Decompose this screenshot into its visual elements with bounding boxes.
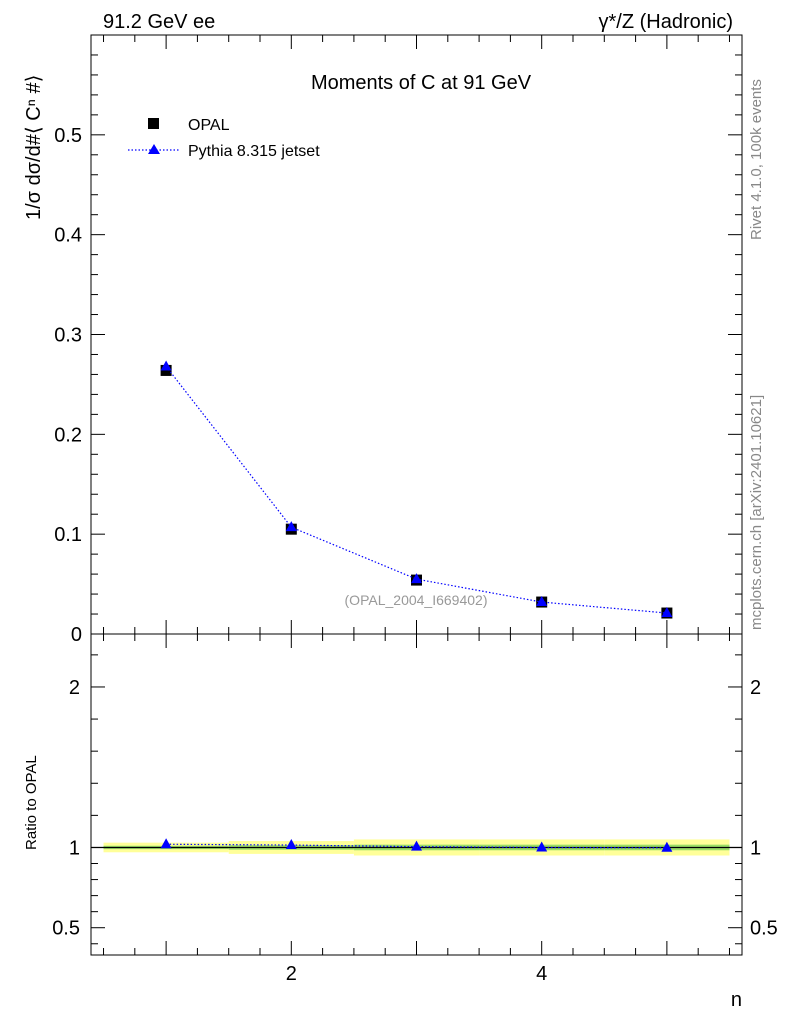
analysis-watermark: (OPAL_2004_I669402) [345, 592, 488, 608]
main-y-tick-label: 0.3 [54, 325, 82, 347]
ratio-data [160, 838, 673, 852]
main-y-tick-label-zero: 0 [71, 624, 82, 646]
ratio-pythia-point [285, 839, 297, 850]
ratio-pythia-point [661, 841, 673, 852]
legend-pythia-label: Pythia 8.315 jetset [188, 143, 320, 160]
legend: OPAL Pythia 8.315 jetset [128, 117, 320, 160]
x-tick-label: 4 [536, 963, 547, 985]
main-y-axis-label: 1/σ dσ/d#⟨ Cⁿ #⟩ [23, 75, 45, 220]
ratio-y-tick-label-left: 2 [69, 677, 80, 699]
ratio-y-tick-label-right: 1 [750, 837, 761, 859]
ratio-frame [90, 633, 743, 956]
main-data [160, 360, 673, 619]
main-y-tick-label: 0.1 [54, 524, 82, 546]
ratio-pythia-point [160, 838, 172, 849]
pythia-line [165, 366, 667, 614]
legend-opal-marker [148, 118, 159, 129]
main-y-tick-label: 0.5 [54, 125, 82, 147]
process-label: γ*/Z (Hadronic) [599, 11, 733, 33]
ratio-y-tick-label-right: 0.5 [750, 918, 778, 940]
ratio-y-tick-label-left: 0.5 [52, 918, 80, 940]
mcplots-label: mcplots.cern.ch [arXiv:2401.10621] [748, 395, 765, 630]
pythia-point [160, 360, 172, 371]
ratio-pythia-line [166, 843, 667, 849]
ratio-ticks [90, 633, 743, 956]
legend-pythia-marker [148, 144, 160, 154]
main-y-tick-labels: 0.1 0.2 0.3 0.4 0.5 0 [54, 125, 82, 646]
ratio-y-tick-labels: 0.5 0.5 1 1 2 2 [52, 677, 778, 940]
pythia-point [536, 596, 548, 607]
x-tick-label: 2 [286, 963, 297, 985]
pythia-point [661, 607, 673, 618]
pythia-point [411, 573, 422, 584]
main-y-tick-label: 0.2 [54, 424, 82, 446]
pythia-point [285, 521, 297, 532]
ratio-pythia-point [536, 841, 548, 852]
rivet-version-label: Rivet 4.1.0, 100k events [748, 79, 765, 240]
main-y-tick-label: 0.4 [54, 225, 82, 247]
chart-title: Moments of C at 91 GeV [311, 72, 532, 94]
ratio-y-tick-label-right: 2 [750, 677, 761, 699]
x-axis-label: n [731, 989, 742, 1011]
energy-label: 91.2 GeV ee [103, 11, 215, 33]
legend-opal-label: OPAL [188, 117, 230, 134]
ratio-y-tick-label-left: 1 [69, 837, 80, 859]
main-panel: Moments of C at 91 GeV (OPAL_2004_I66940… [23, 34, 743, 648]
ratio-pythia-point [411, 840, 422, 851]
ratio-y-axis-label: Ratio to OPAL [23, 755, 40, 850]
